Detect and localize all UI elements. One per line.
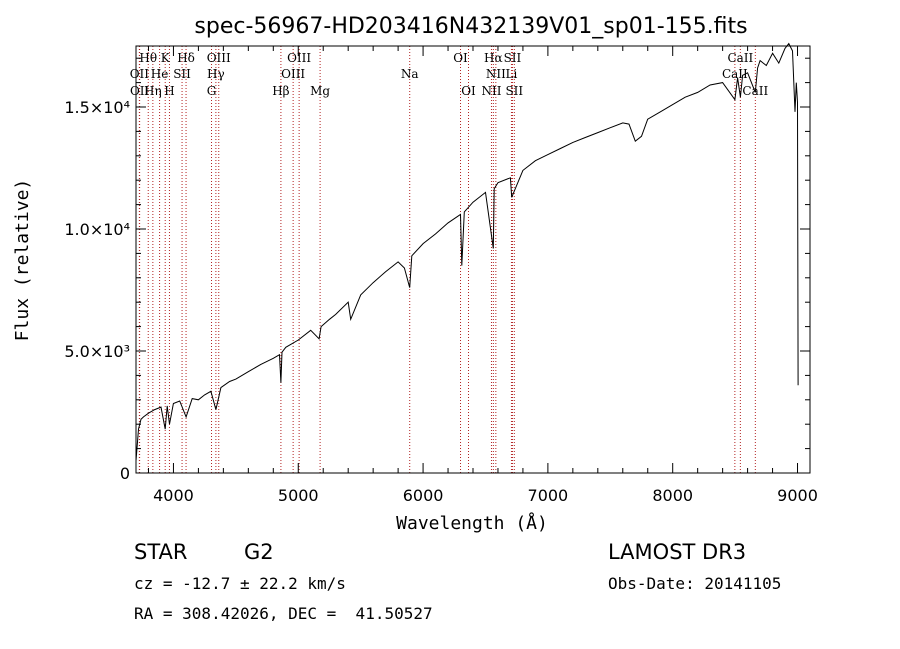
- line-marker-label: OII: [130, 84, 150, 98]
- line-marker-label: SII: [504, 51, 522, 65]
- line-marker-label: OI: [461, 84, 476, 98]
- line-marker-label: CaII: [727, 51, 753, 65]
- x-tick-label: 7000: [528, 486, 569, 505]
- y-axis-label: Flux (relative): [12, 179, 33, 342]
- x-tick-label: 4000: [153, 486, 194, 505]
- coordinates-text: RA = 308.42026, DEC = 41.50527: [134, 604, 433, 623]
- chart-title: spec-56967-HD203416N432139V01_sp01-155.f…: [194, 14, 747, 39]
- line-marker-label: OI: [453, 51, 468, 65]
- line-marker-label: SII: [173, 67, 191, 81]
- x-tick-label: 8000: [652, 486, 693, 505]
- line-marker-label: Hγ: [207, 67, 225, 81]
- y-tick-label: 5.0×10³: [64, 342, 130, 361]
- x-axis-ticks: 4000 5000 6000 7000 8000 9000: [147, 46, 818, 505]
- line-marker-label: Li: [506, 67, 518, 81]
- line-marker-label: Hη: [144, 84, 162, 98]
- y-tick-label: 1.5×10⁴: [64, 98, 130, 117]
- line-marker-label: NII: [481, 84, 501, 98]
- line-marker-label: SII: [505, 84, 523, 98]
- line-marker-label: NII: [486, 67, 506, 81]
- y-tick-label: 0: [120, 464, 130, 483]
- survey-name: LAMOST DR3: [608, 540, 747, 564]
- spectral-line-markers: [138, 46, 756, 473]
- x-tick-label: 6000: [403, 486, 444, 505]
- line-marker-label: OIII: [207, 51, 231, 65]
- line-marker-label: G: [207, 84, 217, 98]
- line-marker-label: Hδ: [177, 51, 195, 65]
- line-marker-label: K: [161, 51, 171, 65]
- y-tick-label: 1.0×10⁴: [64, 220, 130, 239]
- object-subclass: G2: [244, 540, 274, 564]
- spectrum-line: [135, 42, 799, 461]
- y-axis-ticks: 0 5.0×10³ 1.0×10⁴ 1.5×10⁴: [64, 57, 810, 483]
- line-marker-label: OII: [130, 67, 150, 81]
- line-marker-label: OIII: [281, 67, 305, 81]
- x-tick-label: 5000: [278, 486, 319, 505]
- line-marker-label: OIII: [287, 51, 311, 65]
- line-marker-label: He: [151, 67, 169, 81]
- plot-frame: [135, 45, 811, 474]
- obs-date: Obs-Date: 20141105: [608, 574, 782, 593]
- x-tick-label: 9000: [777, 486, 818, 505]
- line-marker-label: Hβ: [272, 84, 289, 98]
- line-marker-label: H: [164, 84, 174, 98]
- object-class: STAR: [134, 540, 188, 564]
- x-axis-label: Wavelength (Å): [396, 512, 548, 534]
- redshift-text: cz = -12.7 ± 22.2 km/s: [134, 574, 346, 593]
- line-marker-label: Hθ: [139, 51, 157, 65]
- line-marker-label: Mg: [310, 84, 330, 98]
- line-marker-label: CaII: [722, 67, 748, 81]
- line-marker-label: Na: [401, 67, 419, 81]
- line-marker-label: Hα: [484, 51, 503, 65]
